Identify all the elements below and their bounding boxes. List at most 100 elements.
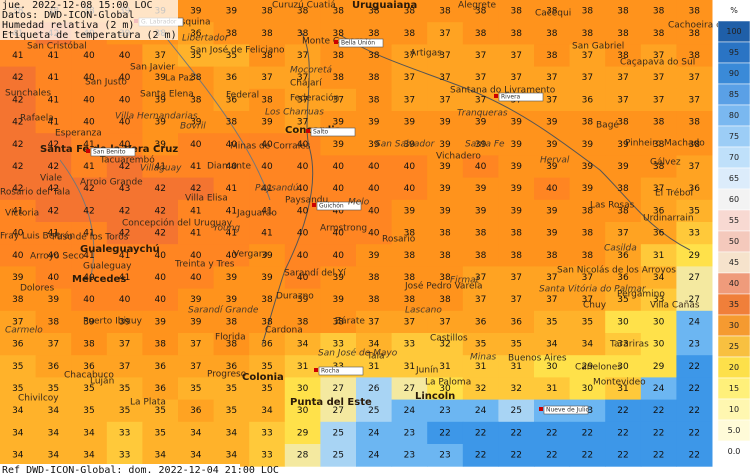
temperature-label: 35 [119, 406, 130, 416]
heat-cell [640, 22, 677, 45]
temperature-label: 40 [297, 229, 309, 239]
temperature-label: 38 [617, 184, 629, 194]
heat-cell [498, 177, 535, 201]
temperature-label: 41 [48, 118, 59, 128]
heat-cell [213, 244, 250, 267]
temperature-label: 39 [368, 140, 380, 150]
temperature-label: 24 [475, 406, 487, 416]
temperature-label: 42 [48, 162, 59, 172]
place-label: Santa Elena [140, 90, 194, 100]
temperature-label: 40 [368, 184, 380, 194]
heat-cell [605, 288, 642, 312]
heat-cell [569, 155, 606, 179]
heat-cell [213, 0, 250, 23]
heat-cell [35, 310, 72, 334]
heat-cell [213, 111, 250, 134]
temperature-label: 35 [475, 340, 486, 350]
heat-cell [71, 421, 108, 445]
temperature-label: 39 [617, 162, 629, 172]
temperature-label: 30 [617, 362, 629, 372]
heat-cell [284, 444, 321, 467]
heat-cell [427, 444, 464, 467]
temperature-label: 38 [546, 51, 558, 61]
colorbar-label: 5.0 [728, 426, 741, 435]
heat-cell [284, 44, 321, 68]
heat-cell [178, 399, 215, 423]
temperature-label: 41 [190, 206, 201, 216]
temperature-label: 41 [261, 184, 272, 194]
heat-cell [249, 0, 286, 23]
temperature-label: 40 [119, 140, 131, 150]
heat-cell [142, 155, 179, 179]
heat-cell [0, 44, 37, 68]
heat-cell [462, 177, 499, 201]
place-label: Lascano [405, 306, 442, 316]
heat-cell [534, 66, 571, 90]
heat-cell [676, 133, 713, 156]
heat-cell [106, 155, 143, 179]
temperature-label: 40 [119, 295, 131, 305]
heat-cell [35, 222, 72, 245]
temperature-label: 34 [368, 340, 380, 350]
temperature-label: 36 [653, 206, 665, 216]
temperature-label: 39 [190, 7, 202, 17]
heat-cell [0, 444, 37, 467]
temperature-label: 40 [475, 162, 487, 172]
heat-cell [569, 22, 606, 45]
place-label: Urdinarrain [643, 214, 694, 224]
place-label: Villa Cañas [650, 301, 700, 311]
heat-cell [213, 333, 250, 356]
place-label: El Trébol [655, 188, 693, 199]
colorbar-label: 55 [729, 216, 739, 225]
temperature-label: 34 [83, 428, 95, 438]
heat-cell [356, 44, 393, 68]
heat-cell [605, 444, 642, 467]
heat-cell [71, 44, 108, 68]
heat-cell [427, 88, 464, 112]
heat-cell [356, 199, 393, 223]
place-label: Armstrong [320, 224, 367, 234]
temperature-label: 38 [332, 317, 344, 327]
temperature-label: 39 [154, 95, 166, 105]
heat-cell [320, 421, 357, 445]
temperature-label: 38 [226, 317, 238, 327]
heat-cell [178, 288, 215, 312]
place-label: Montevideo [593, 378, 646, 388]
temperature-label: 32 [475, 384, 486, 394]
temperature-label: 37 [404, 51, 415, 61]
place-label: Rosario del Tala [0, 188, 70, 198]
heat-cell [569, 333, 606, 356]
place-box [543, 405, 589, 415]
temperature-label: 37 [546, 73, 557, 83]
temperature-label: 40 [154, 295, 166, 305]
heat-cell [356, 111, 393, 134]
heat-cell [284, 266, 321, 290]
temperature-label: 34 [12, 428, 24, 438]
temperature-label: 39 [261, 273, 273, 283]
heat-cell [142, 421, 179, 445]
temperature-label: 41 [83, 229, 94, 239]
temperature-label: 39 [83, 317, 95, 327]
heat-cell [356, 310, 393, 334]
heat-cell [106, 310, 143, 334]
place-label: Guichón [319, 203, 344, 210]
heat-cell [178, 88, 215, 112]
heat-cell [640, 333, 677, 356]
place-label: Chivilcoy [18, 394, 59, 404]
temperature-label: 33 [119, 428, 130, 438]
temperature-label: 39 [261, 251, 273, 261]
temperature-label: 35 [510, 340, 521, 350]
temperature-label: 40 [48, 251, 60, 261]
temperature-label: 41 [48, 73, 59, 83]
place-label: Federación [290, 93, 339, 104]
temperature-label: 40 [332, 229, 344, 239]
heat-cell [605, 355, 642, 378]
temperature-label: 22 [617, 406, 628, 416]
heat-cell [391, 377, 428, 401]
temperature-label: 39 [582, 140, 594, 150]
temperature-label: 38 [261, 51, 273, 61]
temperature-label: 35 [83, 384, 94, 394]
heat-cell [0, 177, 37, 201]
temperature-label: 30 [439, 384, 451, 394]
place-label: Gálvez [650, 158, 681, 168]
